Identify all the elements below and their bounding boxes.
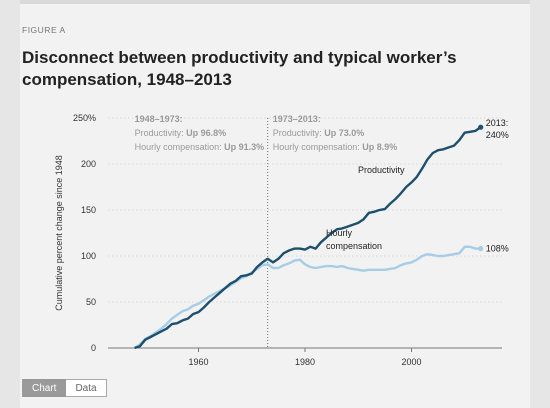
period-compensation: Hourly compensation: Up 91.3% [135, 142, 265, 152]
figure-card [20, 0, 530, 408]
period-annotation: 1973–2013: Productivity: Up 73.0% Hourly c… [273, 114, 398, 152]
x-tick-label: 1980 [295, 357, 315, 367]
y-tick-label: 150 [81, 205, 96, 215]
period-compensation: Hourly compensation: Up 8.9% [273, 142, 398, 152]
y-tick-label: 250% [73, 113, 96, 123]
series-endpoint [478, 246, 484, 252]
y-tick-label: 50 [86, 297, 96, 307]
x-tick-label: 2000 [401, 357, 421, 367]
period-productivity: Productivity: Up 73.0% [273, 128, 365, 138]
end-value-label: 240% [486, 130, 509, 140]
y-tick-label: 200 [81, 159, 96, 169]
series-label: Hourly [326, 228, 353, 238]
series-line-compensation [133, 245, 481, 349]
series-label: compensation [326, 241, 382, 251]
series-label: Productivity [358, 165, 405, 175]
series-line-productivity [134, 126, 482, 350]
end-value-label: 2013: [486, 118, 509, 128]
figure-label: FIGURE A [22, 25, 66, 35]
period-productivity: Productivity: Up 96.8% [135, 128, 227, 138]
tab-data[interactable]: Data [66, 379, 107, 397]
y-axis-label: Cumulative percent change since 1948 [54, 155, 64, 311]
period-heading: 1948–1973: [135, 114, 183, 124]
y-tick-label: 0 [91, 343, 96, 353]
y-tick-label: 100 [81, 251, 96, 261]
series-endpoint [478, 124, 484, 130]
tab-chart[interactable]: Chart [22, 379, 67, 397]
card-top-rule [20, 0, 530, 4]
period-heading: 1973–2013: [273, 114, 321, 124]
page-title: Disconnect between productivity and typi… [22, 48, 457, 89]
period-annotation: 1948–1973: Productivity: Up 96.8% Hourly c… [135, 114, 265, 152]
end-value-label: 108% [486, 244, 509, 254]
view-tabs: Chart Data [22, 379, 107, 397]
x-tick-label: 1960 [188, 357, 208, 367]
